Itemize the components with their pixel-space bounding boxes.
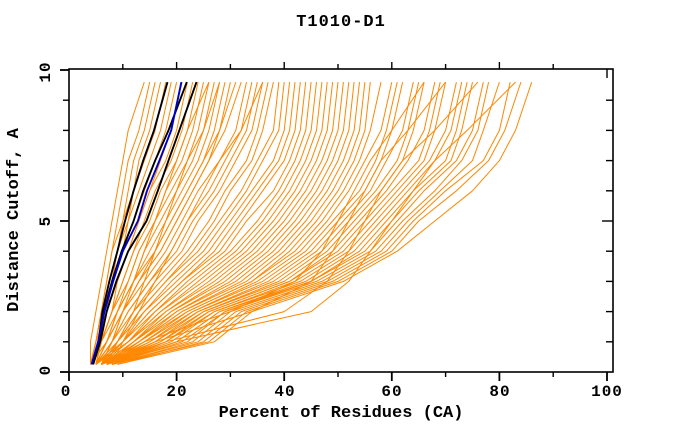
y-tick-label-10: 10 — [37, 61, 55, 82]
x-tick-label-40: 40 — [274, 383, 295, 401]
x-axis-title: Percent of Residues (CA) — [219, 404, 464, 423]
y-axis-title: Distance Cutoff, A — [5, 127, 24, 311]
plot-frame — [60, 62, 614, 381]
x-tick-label-80: 80 — [489, 383, 510, 401]
y-tick-label-5: 5 — [37, 216, 55, 227]
y-tick-label-0: 0 — [37, 365, 55, 376]
x-tick-label-100: 100 — [591, 383, 623, 401]
curve-lines — [90, 81, 533, 365]
x-tick-label-20: 20 — [166, 383, 187, 401]
x-tick-label-0: 0 — [61, 383, 72, 401]
chart-title: T1010-D1 — [296, 13, 386, 32]
x-tick-label-60: 60 — [381, 383, 402, 401]
